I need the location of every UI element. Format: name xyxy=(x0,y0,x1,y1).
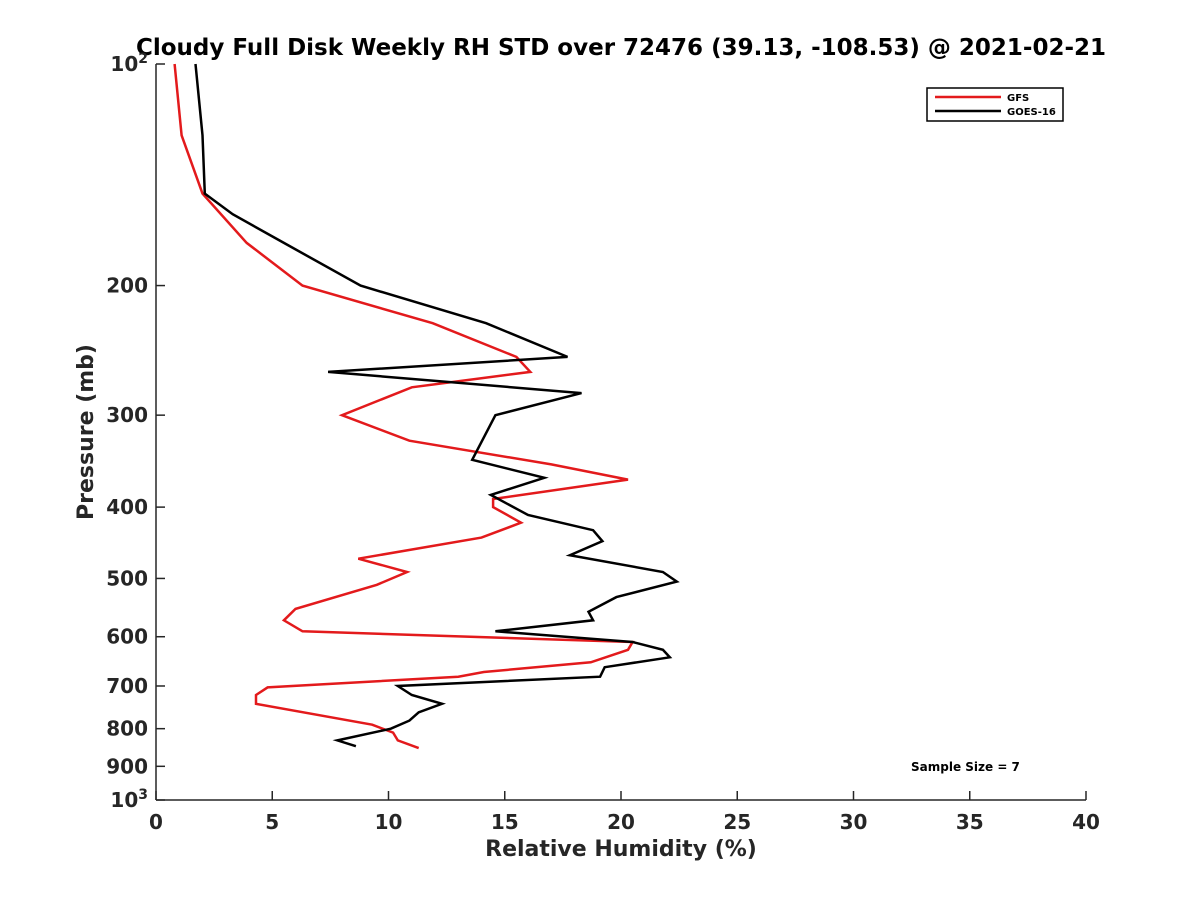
y-tick-label: 600 xyxy=(106,625,148,649)
sample-size-annotation: Sample Size = 7 xyxy=(911,760,1020,774)
x-tick-label: 10 xyxy=(375,810,403,834)
y-ticks: 102 200 300 400 500 600 700 800 900 103 xyxy=(106,51,165,812)
x-tick-label: 35 xyxy=(956,810,984,834)
x-tick-label: 20 xyxy=(607,810,635,834)
y-tick-label: 700 xyxy=(106,674,148,698)
y-tick-label: 102 xyxy=(110,51,148,76)
x-tick-label: 30 xyxy=(840,810,868,834)
y-tick-label: 300 xyxy=(106,403,148,427)
chart-title: Cloudy Full Disk Weekly RH STD over 7247… xyxy=(136,35,1106,61)
x-axis-label: Relative Humidity (%) xyxy=(485,837,757,862)
series-line-gfs xyxy=(173,63,635,750)
legend: GFS GOES-16 xyxy=(926,87,1064,122)
legend-label-goes16: GOES-16 xyxy=(1007,107,1056,118)
series-lines xyxy=(173,63,680,750)
axes xyxy=(155,64,1086,801)
y-tick-label: 400 xyxy=(106,495,148,519)
x-tick-label: 15 xyxy=(491,810,519,834)
legend-box xyxy=(926,87,1064,122)
x-tick-label: 40 xyxy=(1072,810,1100,834)
series-line-goes16 xyxy=(194,63,680,748)
y-tick-label: 103 xyxy=(110,787,148,812)
y-tick-label: 200 xyxy=(106,274,148,298)
y-axis-label: Pressure (mb) xyxy=(74,344,99,520)
y-tick-label: 800 xyxy=(106,717,148,741)
legend-label-gfs: GFS xyxy=(1007,93,1029,104)
y-tick-label: 900 xyxy=(106,754,148,778)
x-tick-label: 5 xyxy=(265,810,279,834)
y-tick-label: 500 xyxy=(106,566,148,590)
x-ticks: 0 5 10 15 20 25 30 35 40 xyxy=(149,791,1100,834)
x-tick-label: 25 xyxy=(723,810,751,834)
x-tick-label: 0 xyxy=(149,810,163,834)
